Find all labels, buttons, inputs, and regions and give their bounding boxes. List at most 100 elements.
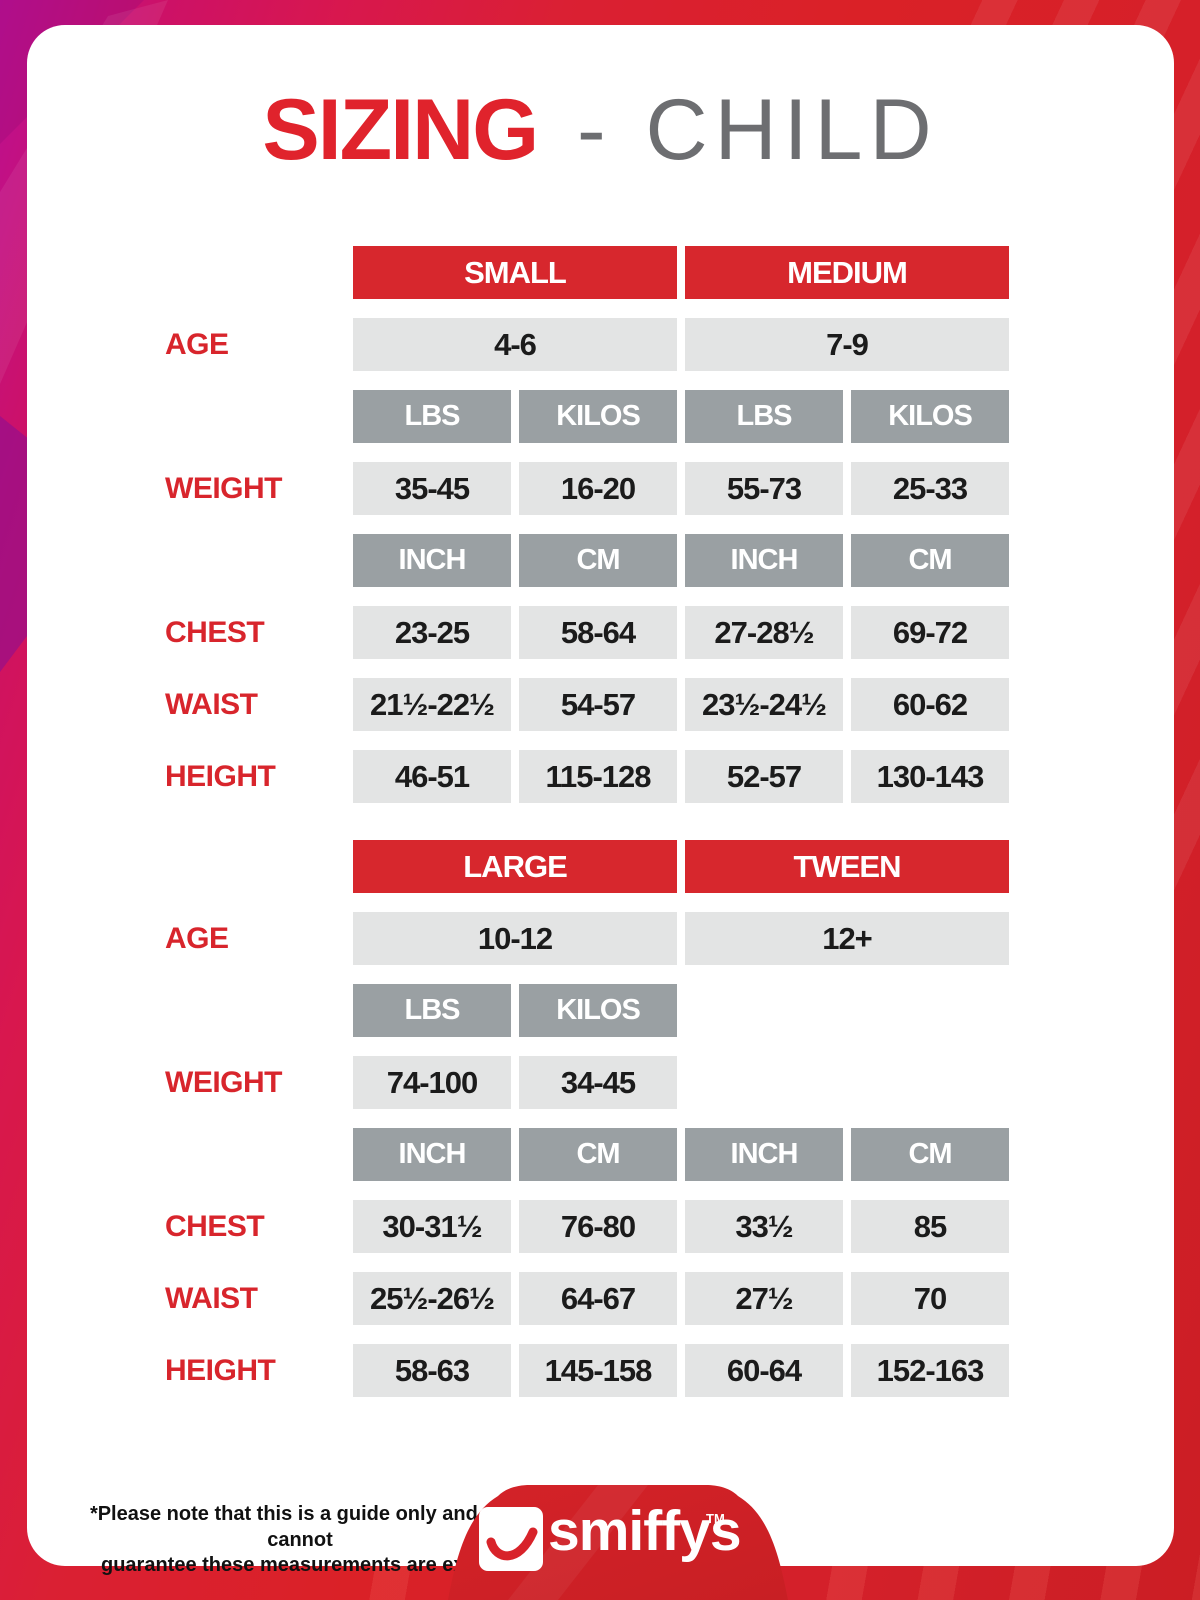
title-sizing: SIZING [262, 82, 539, 178]
size-header-large: LARGE [353, 840, 677, 893]
chest-value: 76-80 [519, 1200, 677, 1253]
unit-header-cm: CM [851, 1128, 1009, 1181]
empty-label [165, 840, 345, 893]
weight-value: 16-20 [519, 462, 677, 515]
waist-row: WAIST 25½-26½ 64-67 27½ 70 [165, 1272, 1174, 1325]
waist-row: WAIST 21½-22½ 54-57 23½-24½ 60-62 [165, 678, 1174, 731]
disclaimer-note: *Please note that this is a guide only a… [55, 1502, 545, 1579]
height-label: HEIGHT [165, 1353, 276, 1387]
measure-unit-row: INCH CM INCH CM [165, 1128, 1174, 1181]
weight-value: 34-45 [519, 1056, 677, 1109]
height-value: 52-57 [685, 750, 843, 803]
smile-icon [479, 1507, 543, 1571]
chest-value: 85 [851, 1200, 1009, 1253]
chest-label: CHEST [165, 1209, 265, 1243]
waist-value: 27½ [685, 1272, 843, 1325]
smile-icon-svg [486, 1527, 538, 1561]
brand-logo-tab: smiffys TM [448, 1485, 788, 1600]
weight-value: 74-100 [353, 1056, 511, 1109]
weight-label: WEIGHT [165, 471, 283, 505]
chest-value: 69-72 [851, 606, 1009, 659]
waist-value: 60-62 [851, 678, 1009, 731]
size-header-small: SMALL [353, 246, 677, 299]
empty-label [165, 1128, 345, 1181]
age-label: AGE [165, 327, 229, 361]
height-label: HEIGHT [165, 759, 276, 793]
size-table-large-tween: LARGE TWEEN AGE 10-12 12+ LBS KILOS WEIG… [165, 840, 1174, 1397]
weight-value: 55-73 [685, 462, 843, 515]
waist-value: 21½-22½ [353, 678, 511, 731]
waist-value: 64-67 [519, 1272, 677, 1325]
chest-row: CHEST 30-31½ 76-80 33½ 85 [165, 1200, 1174, 1253]
empty-label [165, 534, 345, 587]
waist-value: 25½-26½ [353, 1272, 511, 1325]
brand-wordmark: smiffys [548, 1499, 742, 1563]
disclaimer-line-2: guarantee these measurements are exact. [101, 1554, 499, 1577]
unit-header-lbs: LBS [685, 390, 843, 443]
weight-value: 25-33 [851, 462, 1009, 515]
size-header-row: SMALL MEDIUM [165, 246, 1174, 299]
unit-header-lbs: LBS [353, 390, 511, 443]
empty-label [165, 246, 345, 299]
empty-label [165, 390, 345, 443]
size-header-medium: MEDIUM [685, 246, 1009, 299]
weight-label: WEIGHT [165, 1065, 283, 1099]
age-row: AGE 4-6 7-9 [165, 318, 1174, 371]
sizing-card: SIZING - CHILD SMALL MEDIUM AGE 4-6 7-9 … [27, 25, 1174, 1576]
title-child: CHILD [645, 82, 939, 178]
unit-header-inch: INCH [685, 534, 843, 587]
disclaimer-line-1: *Please note that this is a guide only a… [89, 1503, 511, 1551]
height-value: 152-163 [851, 1344, 1009, 1397]
chest-value: 23-25 [353, 606, 511, 659]
height-row: HEIGHT 58-63 145-158 60-64 152-163 [165, 1344, 1174, 1397]
height-row: HEIGHT 46-51 115-128 52-57 130-143 [165, 750, 1174, 803]
weight-unit-row: LBS KILOS [165, 984, 1174, 1037]
title-separator: - [577, 82, 606, 178]
weight-row: WEIGHT 74-100 34-45 [165, 1056, 1174, 1109]
waist-label: WAIST [165, 1281, 258, 1315]
unit-header-cm: CM [851, 534, 1009, 587]
size-header-row: LARGE TWEEN [165, 840, 1174, 893]
unit-header-cm: CM [519, 1128, 677, 1181]
waist-value: 23½-24½ [685, 678, 843, 731]
height-value: 145-158 [519, 1344, 677, 1397]
unit-header-kilos: KILOS [851, 390, 1009, 443]
weight-unit-row: LBS KILOS LBS KILOS [165, 390, 1174, 443]
trademark-symbol: TM [706, 1511, 725, 1526]
age-value: 10-12 [353, 912, 677, 965]
size-header-tween: TWEEN [685, 840, 1009, 893]
size-table-small-medium: SMALL MEDIUM AGE 4-6 7-9 LBS KILOS LBS K… [165, 246, 1174, 803]
age-value: 7-9 [685, 318, 1009, 371]
age-value: 4-6 [353, 318, 677, 371]
unit-header-inch: INCH [353, 1128, 511, 1181]
height-value: 60-64 [685, 1344, 843, 1397]
height-value: 46-51 [353, 750, 511, 803]
unit-header-kilos: KILOS [519, 390, 677, 443]
page-title: SIZING - CHILD [27, 87, 1174, 173]
age-value: 12+ [685, 912, 1009, 965]
chest-value: 33½ [685, 1200, 843, 1253]
chest-value: 58-64 [519, 606, 677, 659]
chest-value: 27-28½ [685, 606, 843, 659]
waist-value: 54-57 [519, 678, 677, 731]
chest-label: CHEST [165, 615, 265, 649]
unit-header-kilos: KILOS [519, 984, 677, 1037]
waist-value: 70 [851, 1272, 1009, 1325]
height-value: 115-128 [519, 750, 677, 803]
chest-row: CHEST 23-25 58-64 27-28½ 69-72 [165, 606, 1174, 659]
height-value: 58-63 [353, 1344, 511, 1397]
empty-label [165, 984, 345, 1037]
weight-row: WEIGHT 35-45 16-20 55-73 25-33 [165, 462, 1174, 515]
unit-header-lbs: LBS [353, 984, 511, 1037]
weight-value: 35-45 [353, 462, 511, 515]
height-value: 130-143 [851, 750, 1009, 803]
unit-header-cm: CM [519, 534, 677, 587]
chest-value: 30-31½ [353, 1200, 511, 1253]
age-row: AGE 10-12 12+ [165, 912, 1174, 965]
unit-header-inch: INCH [353, 534, 511, 587]
unit-header-inch: INCH [685, 1128, 843, 1181]
waist-label: WAIST [165, 687, 258, 721]
measure-unit-row: INCH CM INCH CM [165, 534, 1174, 587]
age-label: AGE [165, 921, 229, 955]
